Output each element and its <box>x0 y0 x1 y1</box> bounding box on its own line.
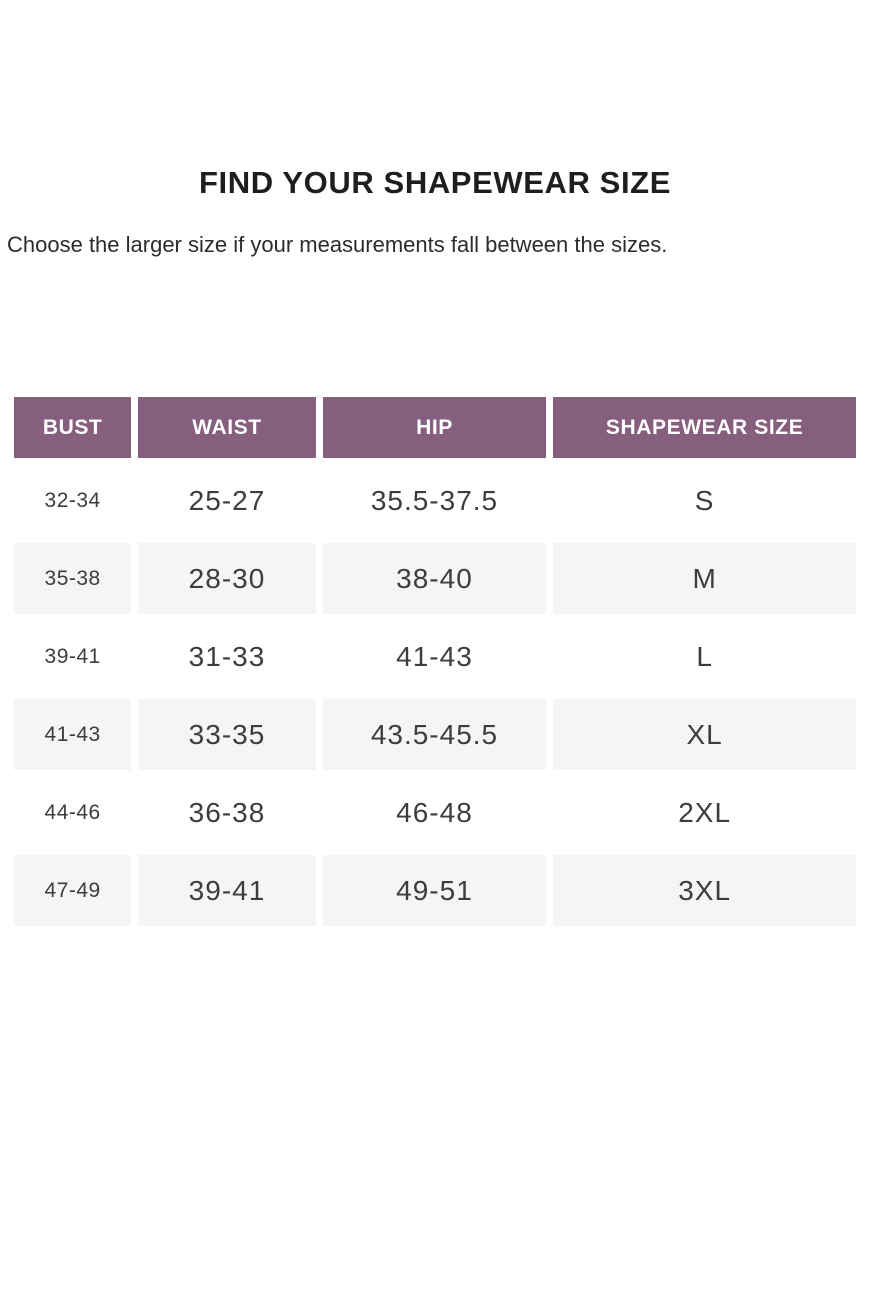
table-cell: 35-38 <box>14 543 132 614</box>
table-cell: 32-34 <box>14 465 132 536</box>
table-cell: 49-51 <box>322 855 547 926</box>
table-cell: 39-41 <box>138 855 316 926</box>
column-header-waist: WAIST <box>138 397 316 458</box>
table-cell: 25-27 <box>138 465 316 536</box>
table-cell: 43.5-45.5 <box>322 699 547 770</box>
table-cell: 38-40 <box>322 543 547 614</box>
table-cell: XL <box>553 699 856 770</box>
table-cell: 3XL <box>553 855 856 926</box>
column-header-hip: HIP <box>322 397 547 458</box>
column-header-bust: BUST <box>14 397 132 458</box>
size-chart-table: BUST WAIST HIP SHAPEWEAR SIZE 32-34 25-27 35.5… <box>14 397 856 926</box>
table-cell: S <box>553 465 856 536</box>
table-cell: 2XL <box>553 777 856 848</box>
table-cell: L <box>553 621 856 692</box>
table-cell: 28-30 <box>138 543 316 614</box>
table-cell: 39-41 <box>14 621 132 692</box>
table-cell: 41-43 <box>14 699 132 770</box>
table-cell: 47-49 <box>14 855 132 926</box>
table-cell: 41-43 <box>322 621 547 692</box>
table-cell: M <box>553 543 856 614</box>
table-cell: 46-48 <box>322 777 547 848</box>
table-cell: 44-46 <box>14 777 132 848</box>
page-subtitle: Choose the larger size if your measureme… <box>7 232 668 257</box>
table-cell: 36-38 <box>138 777 316 848</box>
column-header-shapewear-size: SHAPEWEAR SIZE <box>553 397 856 458</box>
page-title: FIND YOUR SHAPEWEAR SIZE <box>199 165 671 200</box>
table-cell: 31-33 <box>138 621 316 692</box>
table-cell: 33-35 <box>138 699 316 770</box>
table-cell: 35.5-37.5 <box>322 465 547 536</box>
